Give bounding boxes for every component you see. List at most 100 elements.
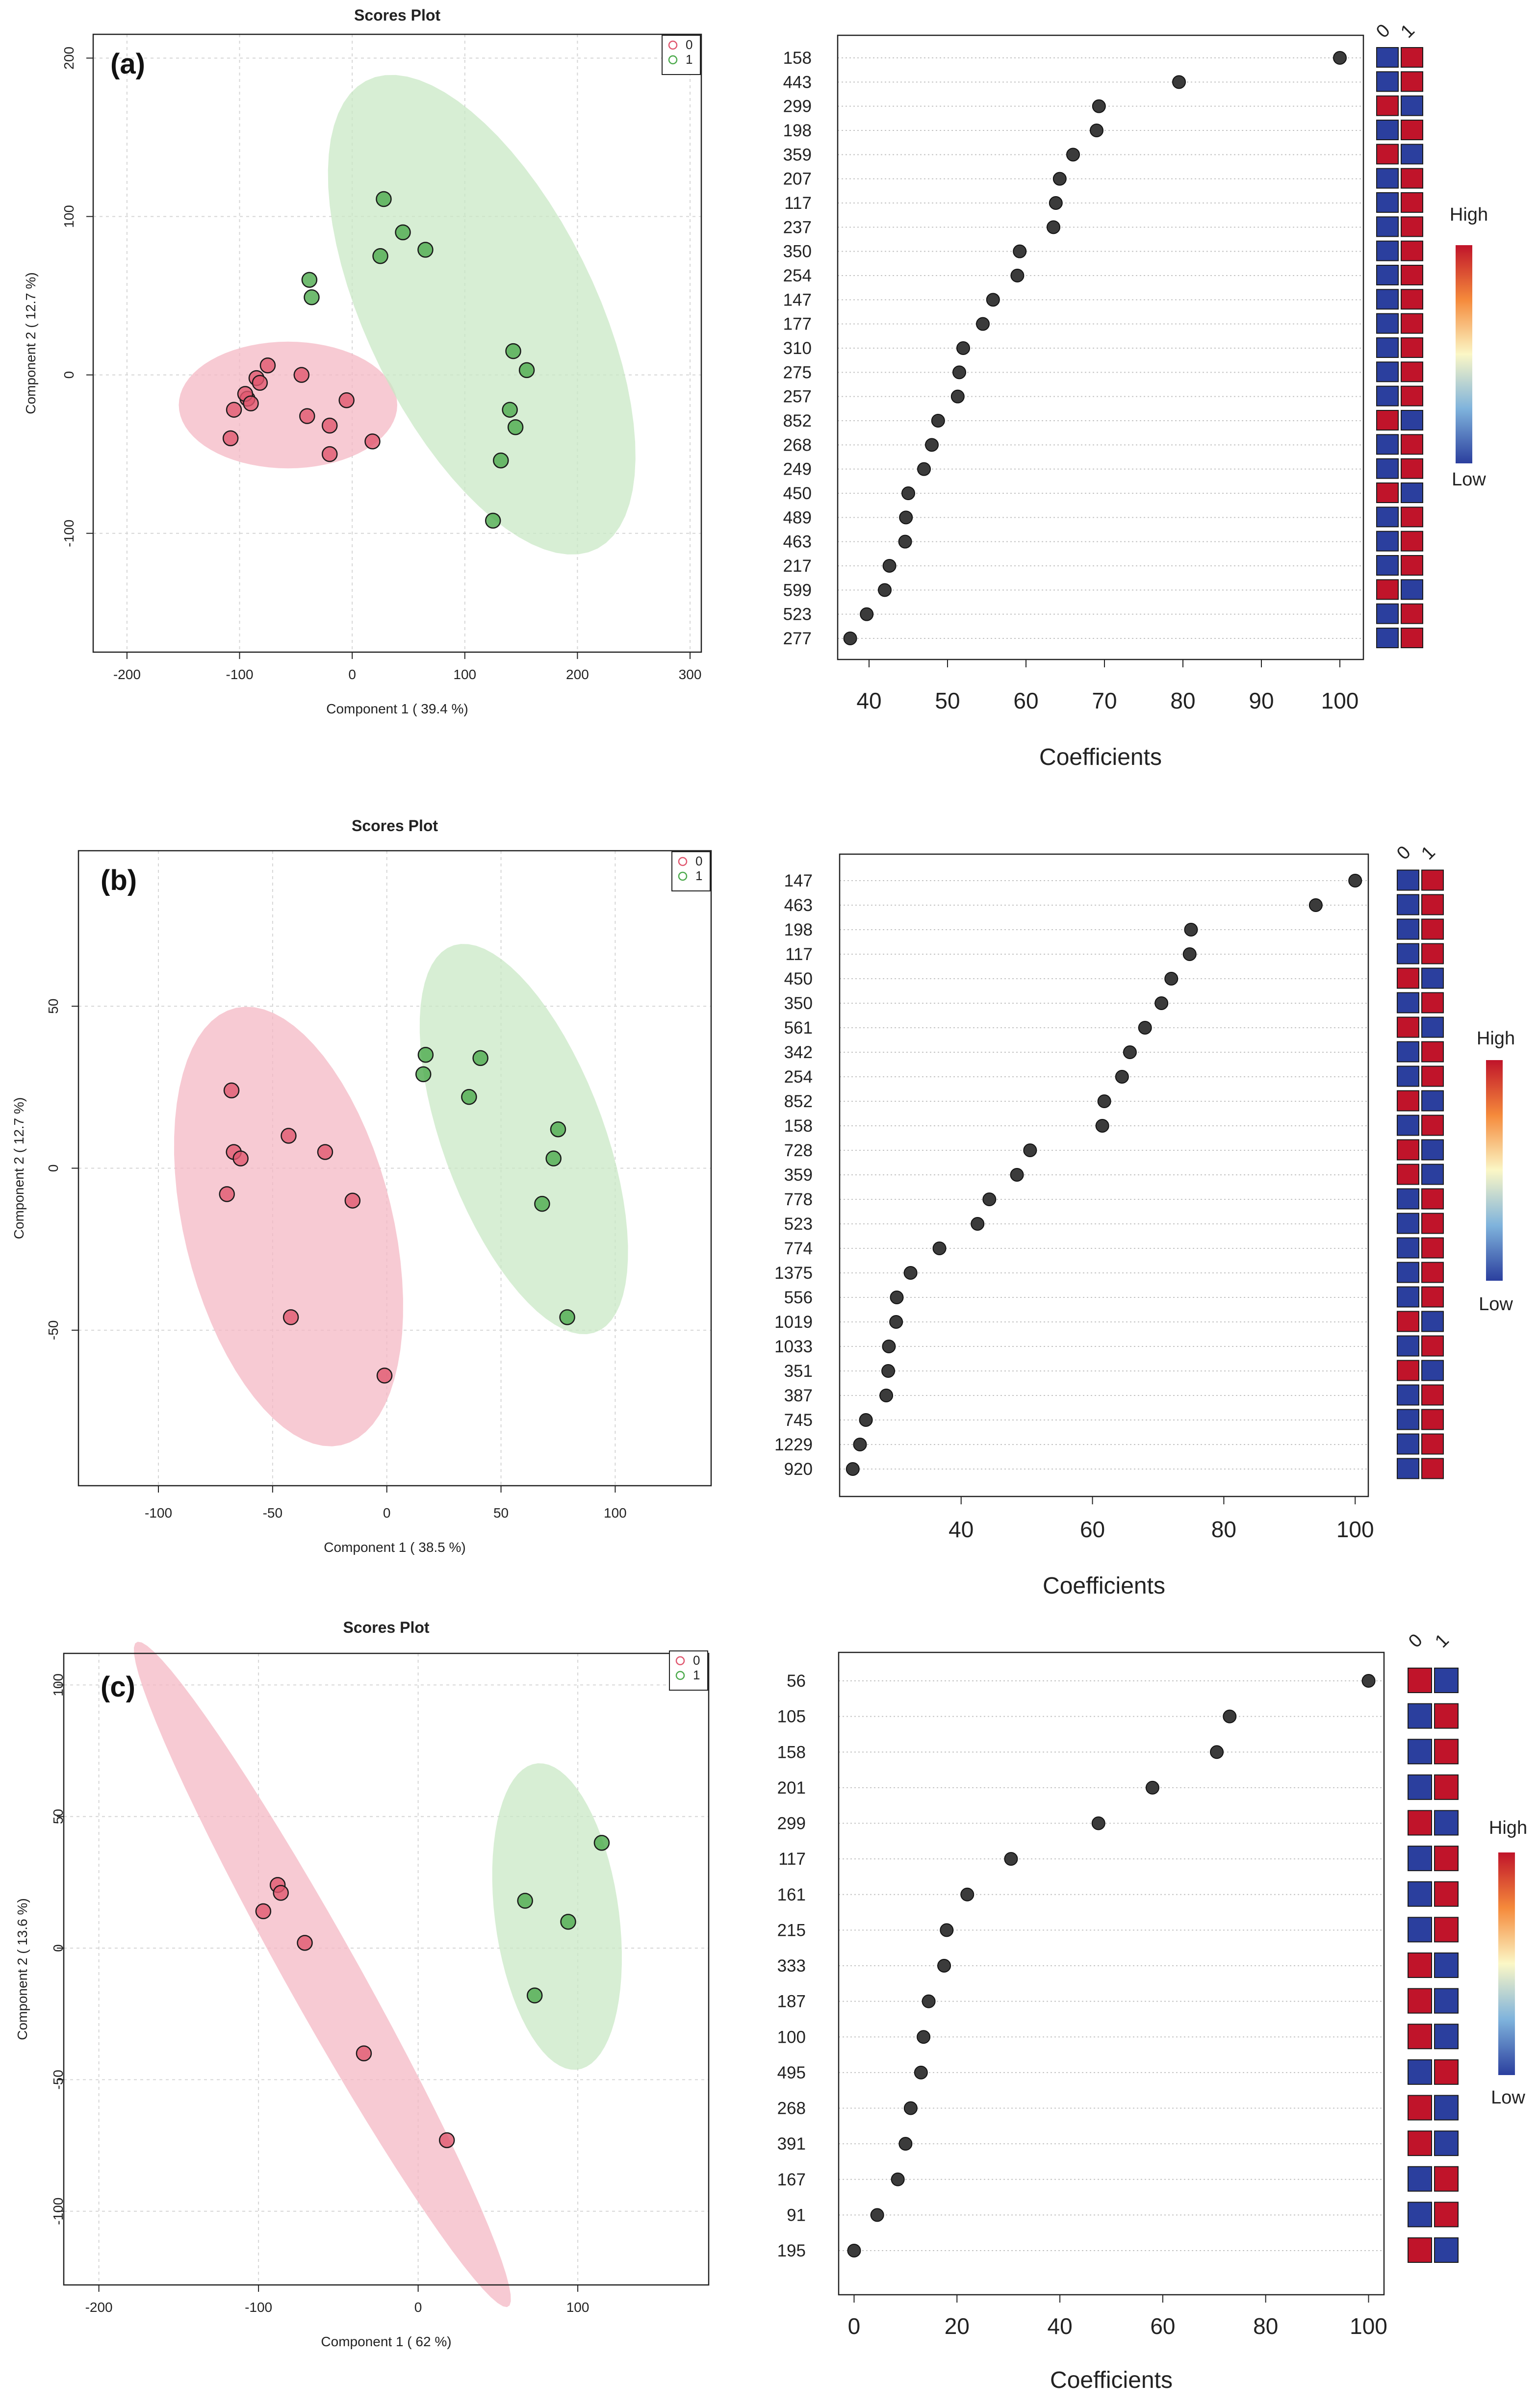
score-point-group-0 — [317, 1144, 333, 1160]
coefficient-dot — [1348, 874, 1362, 887]
coefficient-dot — [1223, 1709, 1237, 1724]
feature-label: 275 — [783, 363, 812, 382]
score-point-group-1 — [376, 191, 392, 207]
heatmap-cell — [1401, 192, 1423, 213]
confidence-ellipse-group-1 — [492, 1763, 622, 2070]
x-tick-label: 50 — [493, 1505, 509, 1521]
heatmap-cell — [1401, 579, 1423, 600]
coefficient-dot — [914, 2065, 928, 2079]
feature-label: 450 — [784, 969, 813, 989]
legend-symbol-group-0 — [668, 40, 678, 50]
coefficient-dot — [932, 1242, 947, 1255]
x-tick-label: 60 — [1013, 688, 1038, 713]
coefficient-dot — [843, 632, 857, 645]
y-tick-label: 100 — [61, 205, 77, 228]
panel-label: (c) — [101, 1671, 135, 1703]
feature-label: 215 — [777, 1921, 806, 1940]
coefficient-dot — [931, 414, 945, 428]
heatmap-cell — [1397, 1115, 1419, 1136]
feature-label: 299 — [777, 1814, 806, 1833]
coefficient-dot — [889, 1315, 903, 1329]
feature-label: 350 — [783, 242, 812, 261]
feature-label: 91 — [787, 2205, 806, 2225]
confidence-ellipse-group-1 — [328, 75, 636, 555]
feature-label: 268 — [777, 2099, 806, 2118]
panel-label: (b) — [101, 864, 137, 896]
heatmap-cell — [1421, 1360, 1444, 1381]
heatmap-cell — [1401, 482, 1423, 503]
legend-label: 1 — [693, 1668, 700, 1682]
heatmap-cell — [1397, 1065, 1419, 1087]
heatmap-cell — [1408, 2130, 1432, 2156]
colorbar-high-label: High — [1450, 204, 1488, 225]
score-point-group-0 — [223, 1082, 240, 1099]
coefficient-dot — [1308, 898, 1323, 912]
heatmap-cell — [1397, 1311, 1419, 1332]
heatmap-cell — [1434, 1988, 1459, 2014]
feature-label: 249 — [783, 460, 812, 479]
heatmap-cell — [1376, 361, 1399, 382]
coefficient-dot — [940, 1923, 954, 1937]
heatmap-cell — [1434, 1668, 1459, 1693]
heatmap-cell — [1401, 555, 1423, 576]
heatmap-cell — [1376, 434, 1399, 455]
score-point-group-0 — [356, 2045, 372, 2061]
score-point-group-0 — [344, 1192, 361, 1209]
coefficient-dot — [1154, 996, 1169, 1010]
y-axis-label: Component 2 ( 12.7 %) — [23, 272, 38, 414]
colorbar-high-label: High — [1489, 1818, 1527, 1838]
feature-label: 342 — [784, 1043, 813, 1062]
heatmap-column-label: 0 — [1393, 842, 1415, 864]
y-tick-label: 0 — [51, 1944, 66, 1952]
score-point-group-1 — [485, 512, 501, 529]
importance-plot-1: 147 463 198 117 450 350 561 342 254 852 158 728 359 7… — [774, 842, 1515, 1599]
feature-label: 117 — [784, 194, 812, 213]
feature-label: 599 — [783, 581, 812, 600]
y-tick-label: -100 — [61, 520, 77, 547]
feature-label: 257 — [783, 387, 812, 406]
heatmap-cell — [1401, 313, 1423, 334]
heatmap-cell — [1421, 894, 1444, 915]
coefficient-dot — [950, 389, 965, 404]
heatmap-cell — [1401, 603, 1423, 624]
heatmap-cell — [1421, 943, 1444, 964]
feature-label: 852 — [784, 1092, 813, 1111]
coefficient-dot — [890, 1291, 904, 1304]
heatmap-cell — [1408, 2024, 1432, 2050]
score-point-group-0 — [252, 375, 268, 391]
y-tick-label: -50 — [46, 1320, 61, 1340]
feature-label: 237 — [783, 218, 812, 237]
confidence-ellipse-group-1 — [419, 944, 628, 1334]
coefficient-dot — [982, 1192, 997, 1206]
x-tick-label: -50 — [263, 1505, 282, 1521]
heatmap-cell — [1376, 192, 1399, 213]
heatmap-cell — [1376, 603, 1399, 624]
x-tick-label: 0 — [383, 1505, 391, 1521]
feature-label: 105 — [777, 1707, 806, 1726]
feature-label: 391 — [777, 2134, 806, 2154]
feature-label: 523 — [783, 605, 812, 624]
legend-symbol-group-1 — [675, 1671, 685, 1680]
x-tick-label: 80 — [1170, 688, 1195, 713]
y-tick-label: 0 — [61, 371, 77, 379]
score-point-group-1 — [517, 1893, 533, 1909]
x-tick-label: 100 — [604, 1505, 627, 1521]
legend-box — [669, 1650, 708, 1691]
coefficient-dot — [882, 559, 897, 573]
heatmap-cell — [1434, 2202, 1459, 2228]
legend-label: 1 — [686, 52, 692, 67]
coefficient-dot — [1210, 1745, 1224, 1759]
coefficient-dot — [879, 1389, 894, 1402]
heatmap-cell — [1376, 385, 1399, 406]
x-axis-label: Component 1 ( 38.5 %) — [324, 1540, 466, 1555]
heatmap-cell — [1421, 1335, 1444, 1357]
legend-symbol-group-1 — [668, 55, 678, 65]
coefficient-dot — [1049, 196, 1063, 210]
heatmap-cell — [1401, 434, 1423, 455]
coefficient-dot — [1052, 172, 1067, 186]
heatmap-cell — [1397, 1090, 1419, 1112]
coefficient-dot — [960, 1887, 974, 1901]
coefficient-dot — [1184, 923, 1198, 937]
feature-label: 852 — [783, 411, 812, 431]
y-tick-label: 0 — [46, 1165, 61, 1172]
